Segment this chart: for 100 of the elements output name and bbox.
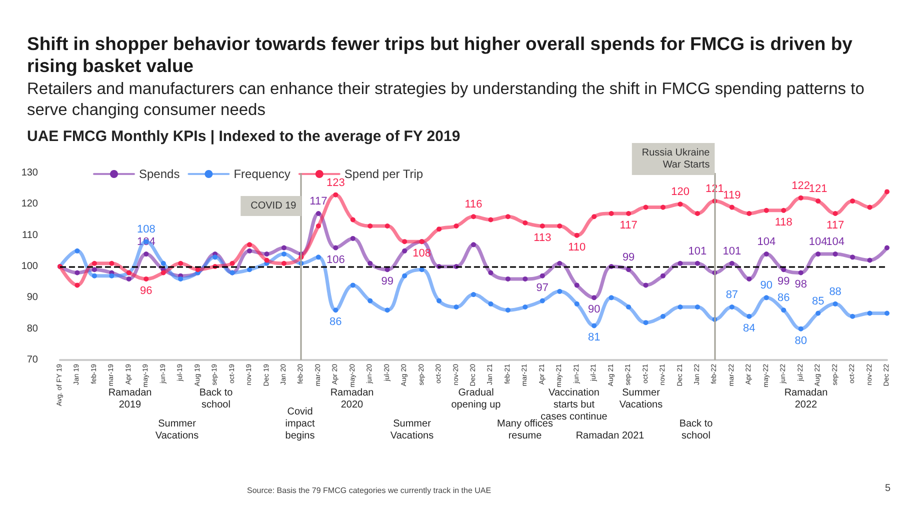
point: [592, 295, 597, 300]
point: [832, 252, 838, 257]
point: [764, 208, 769, 213]
data-label: 119: [723, 189, 741, 202]
point: [264, 258, 270, 263]
data-label: 88: [829, 286, 842, 298]
text: Ramadan 2021: [576, 430, 645, 442]
point: [557, 260, 562, 266]
point: [592, 214, 597, 220]
text: Back to school: [679, 418, 714, 442]
point: [816, 198, 821, 204]
point: [660, 273, 666, 278]
point: [522, 220, 528, 226]
point: [384, 308, 390, 313]
chart-subtitle: Retailers and manufacturers can enhance their strategies by understanding the shift in FMCG spending patterns to serve changing consumer needs: [27, 79, 866, 121]
point: [488, 217, 494, 222]
data-label: 117: [310, 196, 328, 208]
point: [729, 204, 734, 210]
point: [557, 223, 562, 228]
point: [574, 282, 580, 288]
data-label: 90: [588, 304, 600, 316]
point: [402, 248, 408, 254]
point: [74, 282, 80, 288]
text: Ramadan 2022: [784, 388, 828, 410]
point: [92, 267, 97, 272]
point: [867, 204, 872, 210]
point: [574, 232, 580, 238]
data-label: 86: [778, 292, 790, 304]
point: [850, 314, 856, 319]
y-tick-label: 100: [21, 261, 38, 272]
source-note: Source: Basis the 79 FMCG categories we currently track in the UAE: [247, 486, 492, 495]
point: [471, 214, 476, 220]
legend-label: Frequency: [234, 167, 290, 181]
data-label: 86: [330, 316, 342, 328]
data-label: 117: [826, 220, 844, 232]
point: [746, 276, 752, 282]
text: Summer Vacations: [155, 418, 199, 442]
point: [316, 254, 321, 260]
data-label: 110: [568, 241, 586, 254]
point: [247, 248, 252, 254]
point: [798, 195, 804, 200]
data-label: 104: [757, 236, 776, 248]
data-label: 87: [726, 289, 738, 302]
point: [212, 254, 218, 260]
point: [144, 276, 149, 282]
point: [540, 223, 545, 228]
point: [608, 211, 614, 216]
point: [694, 260, 700, 266]
point: [281, 260, 286, 266]
point: [832, 211, 838, 216]
point: [126, 276, 132, 282]
data-label: 96: [140, 284, 152, 297]
point: [678, 260, 683, 266]
point: [436, 298, 442, 304]
point: [816, 252, 821, 257]
point: [781, 308, 786, 313]
point: [746, 211, 752, 216]
point: [884, 310, 890, 316]
point: [867, 310, 872, 316]
point: [247, 267, 252, 272]
point: [402, 273, 408, 278]
point: [643, 320, 648, 326]
y-tick-label: 70: [26, 354, 38, 366]
point: [816, 310, 821, 316]
point: [608, 295, 614, 300]
y-tick-label: 110: [22, 230, 38, 241]
point: [522, 276, 528, 282]
y-tick-label: 130: [21, 168, 38, 178]
data-label: 122: [792, 180, 810, 192]
point: [92, 260, 97, 266]
ref-line-label: COVID 19: [250, 200, 297, 212]
data-label: 101: [722, 245, 742, 258]
point: [368, 223, 373, 228]
point: [264, 252, 270, 257]
point: [160, 260, 166, 266]
point: [626, 304, 632, 310]
point: [92, 273, 97, 278]
point: [368, 260, 373, 266]
point: [522, 304, 528, 310]
point: [488, 301, 494, 306]
point: [746, 314, 752, 319]
point: [178, 260, 184, 266]
point: [678, 304, 683, 310]
data-label: 84: [743, 322, 756, 334]
point: [832, 301, 838, 306]
point: [540, 298, 545, 304]
data-label: 99: [381, 276, 394, 288]
text: Summer Vacations: [619, 388, 663, 410]
text: Ramadan 2019: [108, 388, 152, 410]
data-label: 121: [808, 183, 828, 196]
data-label: 101: [688, 245, 707, 258]
point: [454, 304, 459, 310]
point: [350, 236, 356, 241]
point: [643, 204, 648, 210]
data-label: 98: [794, 278, 807, 291]
point: [247, 242, 252, 248]
legend-label: Spends: [139, 167, 180, 181]
point: [798, 270, 804, 276]
point: [368, 298, 373, 304]
data-label: 85: [812, 295, 824, 308]
